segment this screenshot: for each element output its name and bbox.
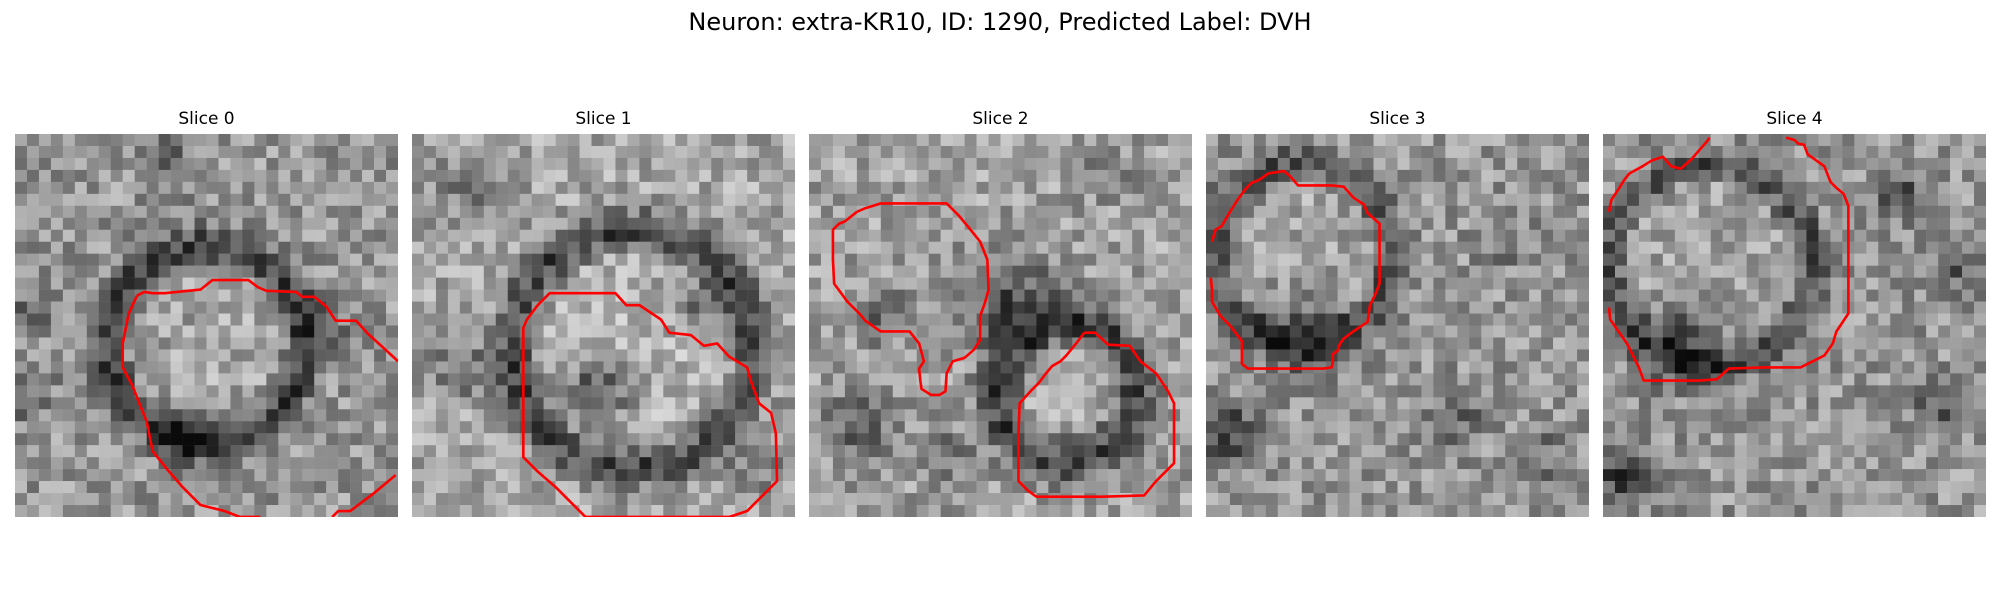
slice-0-svg xyxy=(15,134,398,517)
panel-title-slice-4: Slice 4 xyxy=(1766,109,1823,129)
contour-line xyxy=(1607,136,1711,213)
contour-line xyxy=(121,295,261,517)
slice-1-svg xyxy=(412,134,795,517)
slice-1-image xyxy=(412,134,795,517)
figure-title: Neuron: extra-KR10, ID: 1290, Predicted … xyxy=(688,8,1312,36)
contour-line xyxy=(1017,331,1176,498)
contour-line xyxy=(831,202,990,397)
contour-line xyxy=(1209,169,1381,370)
panel-title-slice-0: Slice 0 xyxy=(178,109,235,129)
contour-line xyxy=(1607,136,1850,382)
slice-2-svg xyxy=(809,134,1192,517)
slice-4-svg xyxy=(1603,134,1986,517)
slice-0-image xyxy=(15,134,398,517)
contour-line xyxy=(136,278,398,363)
slice-2-image xyxy=(809,134,1192,517)
contour-line xyxy=(521,291,779,517)
panel-title-slice-1: Slice 1 xyxy=(575,109,632,129)
slice-3-svg xyxy=(1206,134,1589,517)
contour-line xyxy=(331,474,397,517)
panel-title-slice-2: Slice 2 xyxy=(972,109,1029,129)
slice-4-image xyxy=(1603,134,1986,517)
slice-3-image xyxy=(1206,134,1589,517)
panel-title-slice-3: Slice 3 xyxy=(1369,109,1426,129)
